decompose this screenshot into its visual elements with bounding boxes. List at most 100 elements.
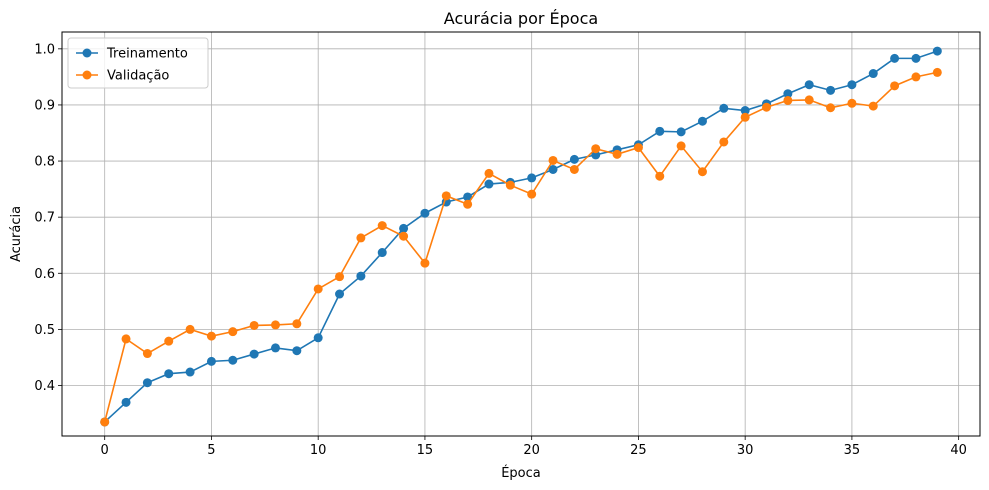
chart-title: Acurácia por Época bbox=[444, 9, 598, 28]
y-tick-label: 0.4 bbox=[34, 379, 55, 394]
data-point bbox=[527, 189, 537, 199]
data-point bbox=[505, 180, 515, 190]
data-point bbox=[740, 106, 750, 116]
y-tick-label: 0.7 bbox=[34, 211, 55, 226]
x-tick-label: 35 bbox=[844, 443, 861, 458]
data-point bbox=[612, 149, 622, 159]
data-point bbox=[399, 231, 409, 241]
data-point bbox=[164, 369, 174, 379]
legend-label: Treinamento bbox=[106, 47, 188, 62]
data-point bbox=[719, 103, 729, 113]
data-point bbox=[740, 112, 750, 122]
y-tick-label: 0.9 bbox=[34, 98, 55, 113]
data-point bbox=[356, 233, 366, 243]
legend-entry: Treinamento bbox=[76, 47, 188, 62]
data-point bbox=[484, 179, 494, 189]
data-point bbox=[548, 164, 558, 174]
data-point bbox=[420, 208, 430, 218]
data-point bbox=[313, 284, 323, 294]
data-point bbox=[206, 331, 216, 341]
data-point bbox=[377, 248, 387, 258]
x-tick-label: 20 bbox=[523, 443, 540, 458]
data-point bbox=[847, 98, 857, 108]
series-layer bbox=[100, 46, 942, 427]
data-point bbox=[335, 272, 345, 282]
x-axis-label: Época bbox=[501, 465, 541, 481]
legend: Treinamento Validação bbox=[67, 37, 209, 89]
data-point bbox=[377, 221, 387, 231]
plot-frame bbox=[61, 31, 981, 437]
data-point bbox=[783, 95, 793, 105]
data-point bbox=[633, 143, 643, 153]
data-point bbox=[783, 89, 793, 99]
legend-entry: Validação bbox=[76, 69, 169, 84]
y-tick-label: 1.0 bbox=[34, 42, 55, 57]
data-point bbox=[228, 327, 238, 337]
y-tick-label: 0.5 bbox=[34, 323, 55, 338]
data-point bbox=[591, 144, 601, 154]
x-tick-label: 10 bbox=[310, 443, 327, 458]
data-point bbox=[441, 191, 451, 201]
data-point bbox=[826, 85, 836, 95]
data-point bbox=[121, 397, 131, 407]
data-point bbox=[121, 334, 131, 344]
legend-marker bbox=[82, 48, 92, 58]
series-1 bbox=[100, 67, 942, 427]
data-point bbox=[335, 289, 345, 299]
data-point bbox=[932, 67, 942, 77]
data-point bbox=[463, 192, 473, 202]
data-point bbox=[676, 127, 686, 137]
data-point bbox=[804, 95, 814, 105]
data-point bbox=[676, 141, 686, 151]
data-point bbox=[185, 367, 195, 377]
data-point bbox=[804, 80, 814, 90]
data-point bbox=[697, 116, 707, 126]
data-point bbox=[270, 320, 280, 330]
x-tick-label: 30 bbox=[737, 443, 754, 458]
data-point bbox=[868, 101, 878, 111]
data-point bbox=[655, 171, 665, 181]
data-point bbox=[719, 137, 729, 147]
y-axis-label: Acurácia bbox=[9, 206, 24, 262]
x-tick-label: 25 bbox=[630, 443, 647, 458]
series-line bbox=[103, 71, 938, 423]
data-point bbox=[164, 336, 174, 346]
data-point bbox=[228, 355, 238, 365]
data-point bbox=[826, 103, 836, 113]
data-point bbox=[932, 46, 942, 56]
x-tick-label: 15 bbox=[417, 443, 434, 458]
data-point bbox=[142, 349, 152, 359]
data-point bbox=[185, 324, 195, 334]
data-point bbox=[655, 126, 665, 136]
data-point bbox=[270, 343, 280, 353]
data-point bbox=[356, 271, 366, 281]
data-point bbox=[569, 154, 579, 164]
legend-marker bbox=[82, 70, 92, 80]
data-point bbox=[591, 150, 601, 160]
data-point bbox=[911, 53, 921, 63]
y-tick-label: 0.8 bbox=[34, 155, 55, 170]
data-point bbox=[697, 167, 707, 177]
data-point bbox=[249, 320, 259, 330]
ticks: 0 5 10 15 20 25 30 35 40 0.4 0.5 0.6 0.7 0.8 0.9 1.0 bbox=[34, 42, 967, 458]
data-point bbox=[292, 319, 302, 329]
y-tick-label: 0.6 bbox=[34, 267, 55, 282]
data-point bbox=[548, 155, 558, 165]
data-point bbox=[420, 258, 430, 268]
data-point bbox=[569, 164, 579, 174]
data-point bbox=[399, 223, 409, 233]
legend-label: Validação bbox=[107, 69, 169, 84]
series-line bbox=[104, 50, 938, 423]
data-point bbox=[249, 349, 259, 359]
legend-box bbox=[67, 37, 209, 89]
x-tick-label: 5 bbox=[207, 443, 215, 458]
data-point bbox=[847, 80, 857, 90]
data-point bbox=[313, 333, 323, 343]
x-tick-label: 0 bbox=[101, 443, 109, 458]
data-point bbox=[911, 72, 921, 82]
data-point bbox=[463, 199, 473, 209]
data-point bbox=[206, 356, 216, 366]
data-point bbox=[890, 53, 900, 63]
